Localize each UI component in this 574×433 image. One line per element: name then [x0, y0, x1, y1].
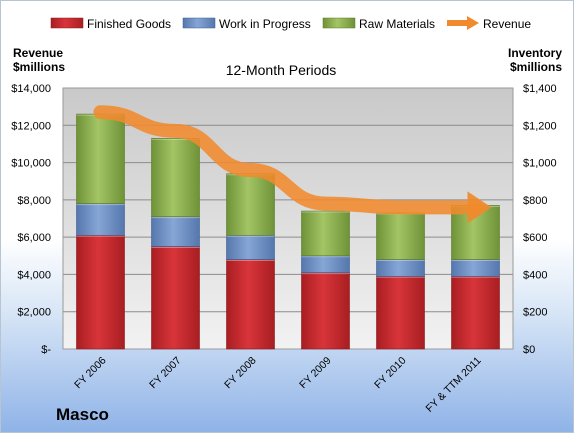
- legend-label-work-in-progress: Work in Progress: [219, 17, 311, 31]
- bar-raw-materials-fy-2010: [376, 212, 425, 260]
- right-tick-label: $400: [523, 269, 547, 281]
- bar-work-in-progress-fy-2007: [151, 216, 200, 247]
- plot-area: [62, 87, 514, 350]
- revenue-arrowhead: [467, 191, 492, 224]
- legend-label-raw-materials: Raw Materials: [359, 17, 435, 31]
- right-tick-label: $800: [523, 195, 547, 207]
- left-tick-label: $8,000: [17, 195, 51, 207]
- bar-finished-goods-fy-2008: [226, 259, 275, 350]
- bar-raw-materials-fy-2009: [301, 210, 350, 257]
- legend-item-finished-goods: Finished Goods: [50, 17, 171, 31]
- legend-label-revenue: Revenue: [483, 17, 531, 31]
- left-tick-label: $-: [41, 344, 51, 356]
- bar-work-in-progress-fy-2008: [226, 234, 275, 260]
- bar-work-in-progress-fy-ttm-2011: [451, 259, 500, 277]
- bar-work-in-progress-fy-2009: [301, 255, 350, 273]
- legend-item-raw-materials: Raw Materials: [322, 17, 435, 31]
- right-tick-label: $0: [523, 344, 535, 356]
- bar-raw-materials-fy-2008: [226, 173, 275, 236]
- left-tick-label: $4,000: [17, 269, 51, 281]
- revenue-line: [93, 105, 483, 215]
- right-tick-label: $1,000: [523, 158, 557, 170]
- revenue-line-group: [93, 105, 492, 224]
- right-axis-ticks: $0 $200 $400 $600 $800 $1,000 $1,200 $1,400: [523, 83, 557, 356]
- left-axis-label-line1: Revenue: [13, 46, 63, 60]
- bar-work-in-progress-fy-2010: [376, 259, 425, 277]
- x-tick-label: FY 2007: [147, 355, 184, 392]
- bar-finished-goods-fy-ttm-2011: [451, 275, 500, 350]
- legend-item-revenue: Revenue: [447, 16, 531, 31]
- x-tick-label: FY 2006: [72, 355, 109, 392]
- bar-finished-goods-fy-2007: [151, 246, 200, 350]
- chart-title: 12-Month Periods: [226, 62, 337, 78]
- left-tick-label: $2,000: [17, 307, 51, 319]
- right-axis-label-line2: $millions: [510, 60, 562, 74]
- legend: Finished Goods Work in Progress Raw Mate…: [50, 16, 531, 31]
- left-axis-ticks: $- $2,000 $4,000 $6,000 $8,000 $10,000 $12,000…: [11, 83, 51, 356]
- x-tick-label: FY 2008: [222, 355, 259, 392]
- bar-work-in-progress-fy-2006: [76, 203, 125, 236]
- left-axis-label-line2: $millions: [13, 60, 65, 74]
- left-tick-label: $12,000: [11, 120, 51, 132]
- right-tick-label: $1,200: [523, 120, 557, 132]
- right-tick-label: $1,400: [523, 83, 557, 95]
- bar-raw-materials-fy-2007: [151, 138, 200, 217]
- x-tick-label: FY 2009: [297, 355, 334, 392]
- bar-raw-materials-fy-2006: [76, 113, 125, 204]
- left-tick-label: $14,000: [11, 83, 51, 95]
- bar-finished-goods-fy-2006: [76, 234, 125, 350]
- bar-finished-goods-fy-2009: [301, 272, 350, 350]
- bar-group: [76, 113, 500, 350]
- left-tick-label: $6,000: [17, 232, 51, 244]
- left-tick-label: $10,000: [11, 158, 51, 170]
- legend-item-work-in-progress: Work in Progress: [182, 17, 311, 31]
- company-name: Masco: [56, 405, 109, 424]
- legend-label-finished-goods: Finished Goods: [87, 17, 171, 31]
- right-tick-label: $600: [523, 232, 547, 244]
- right-tick-label: $200: [523, 307, 547, 319]
- bar-finished-goods-fy-2010: [376, 275, 425, 350]
- right-axis-label-line1: Inventory: [508, 46, 562, 60]
- x-axis-ticks: FY 2006 FY 2007 FY 2008 FY 2009 FY 2010 FY & …: [72, 355, 484, 415]
- x-tick-label: FY 2010: [372, 355, 409, 392]
- x-tick-label: FY & TTM 2011: [424, 355, 484, 415]
